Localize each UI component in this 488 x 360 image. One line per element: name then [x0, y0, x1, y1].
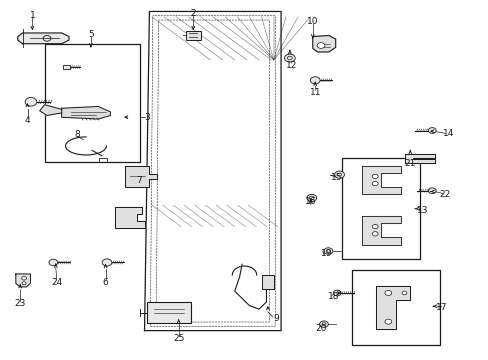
Circle shape — [324, 248, 332, 254]
Circle shape — [371, 174, 377, 179]
Text: 15: 15 — [331, 173, 342, 182]
Text: 20: 20 — [315, 324, 326, 333]
Polygon shape — [115, 207, 144, 228]
Text: 24: 24 — [51, 278, 62, 287]
Polygon shape — [361, 216, 400, 244]
Polygon shape — [375, 286, 409, 329]
Bar — [99, 158, 106, 162]
Circle shape — [334, 171, 344, 178]
Text: 7: 7 — [136, 176, 141, 185]
Text: 22: 22 — [439, 190, 450, 199]
Circle shape — [384, 291, 391, 296]
Circle shape — [371, 181, 377, 186]
Circle shape — [319, 321, 328, 327]
Text: 9: 9 — [273, 314, 279, 323]
Text: 4: 4 — [25, 116, 30, 125]
Text: 5: 5 — [88, 30, 94, 39]
Circle shape — [427, 188, 435, 194]
Circle shape — [317, 42, 325, 48]
Text: 2: 2 — [190, 9, 196, 18]
Bar — [341, 158, 419, 259]
Text: 13: 13 — [416, 206, 427, 215]
Text: 10: 10 — [306, 17, 318, 26]
Polygon shape — [16, 274, 30, 287]
Polygon shape — [125, 166, 157, 187]
Circle shape — [49, 259, 58, 266]
Circle shape — [310, 77, 320, 84]
Polygon shape — [61, 107, 110, 119]
Circle shape — [401, 291, 406, 295]
Bar — [351, 270, 439, 345]
Bar — [185, 31, 200, 40]
Circle shape — [371, 231, 377, 236]
Bar — [62, 65, 70, 69]
Polygon shape — [312, 36, 335, 52]
Circle shape — [284, 54, 295, 62]
Text: 6: 6 — [102, 278, 108, 287]
Circle shape — [102, 259, 112, 266]
Bar — [147, 302, 190, 323]
Text: 8: 8 — [75, 130, 81, 139]
Circle shape — [21, 276, 26, 280]
Polygon shape — [40, 105, 61, 116]
Polygon shape — [18, 33, 69, 44]
Text: 16: 16 — [304, 197, 315, 206]
Circle shape — [427, 128, 435, 134]
Text: 23: 23 — [15, 299, 26, 308]
Circle shape — [22, 282, 26, 285]
Bar — [261, 275, 273, 289]
Text: 14: 14 — [442, 129, 453, 138]
Bar — [44, 44, 140, 162]
Text: 18: 18 — [327, 292, 339, 301]
Text: 3: 3 — [144, 113, 149, 122]
Text: 11: 11 — [309, 87, 320, 96]
Circle shape — [371, 225, 377, 229]
Circle shape — [384, 319, 391, 324]
Polygon shape — [361, 166, 400, 194]
Circle shape — [25, 98, 37, 106]
Text: 17: 17 — [435, 303, 447, 312]
Text: 19: 19 — [320, 249, 331, 258]
Circle shape — [332, 290, 340, 296]
Polygon shape — [405, 154, 434, 163]
Text: 21: 21 — [404, 159, 415, 168]
Circle shape — [306, 194, 316, 202]
Text: 12: 12 — [285, 61, 297, 70]
Text: 1: 1 — [29, 10, 35, 19]
Text: 25: 25 — [173, 334, 184, 343]
